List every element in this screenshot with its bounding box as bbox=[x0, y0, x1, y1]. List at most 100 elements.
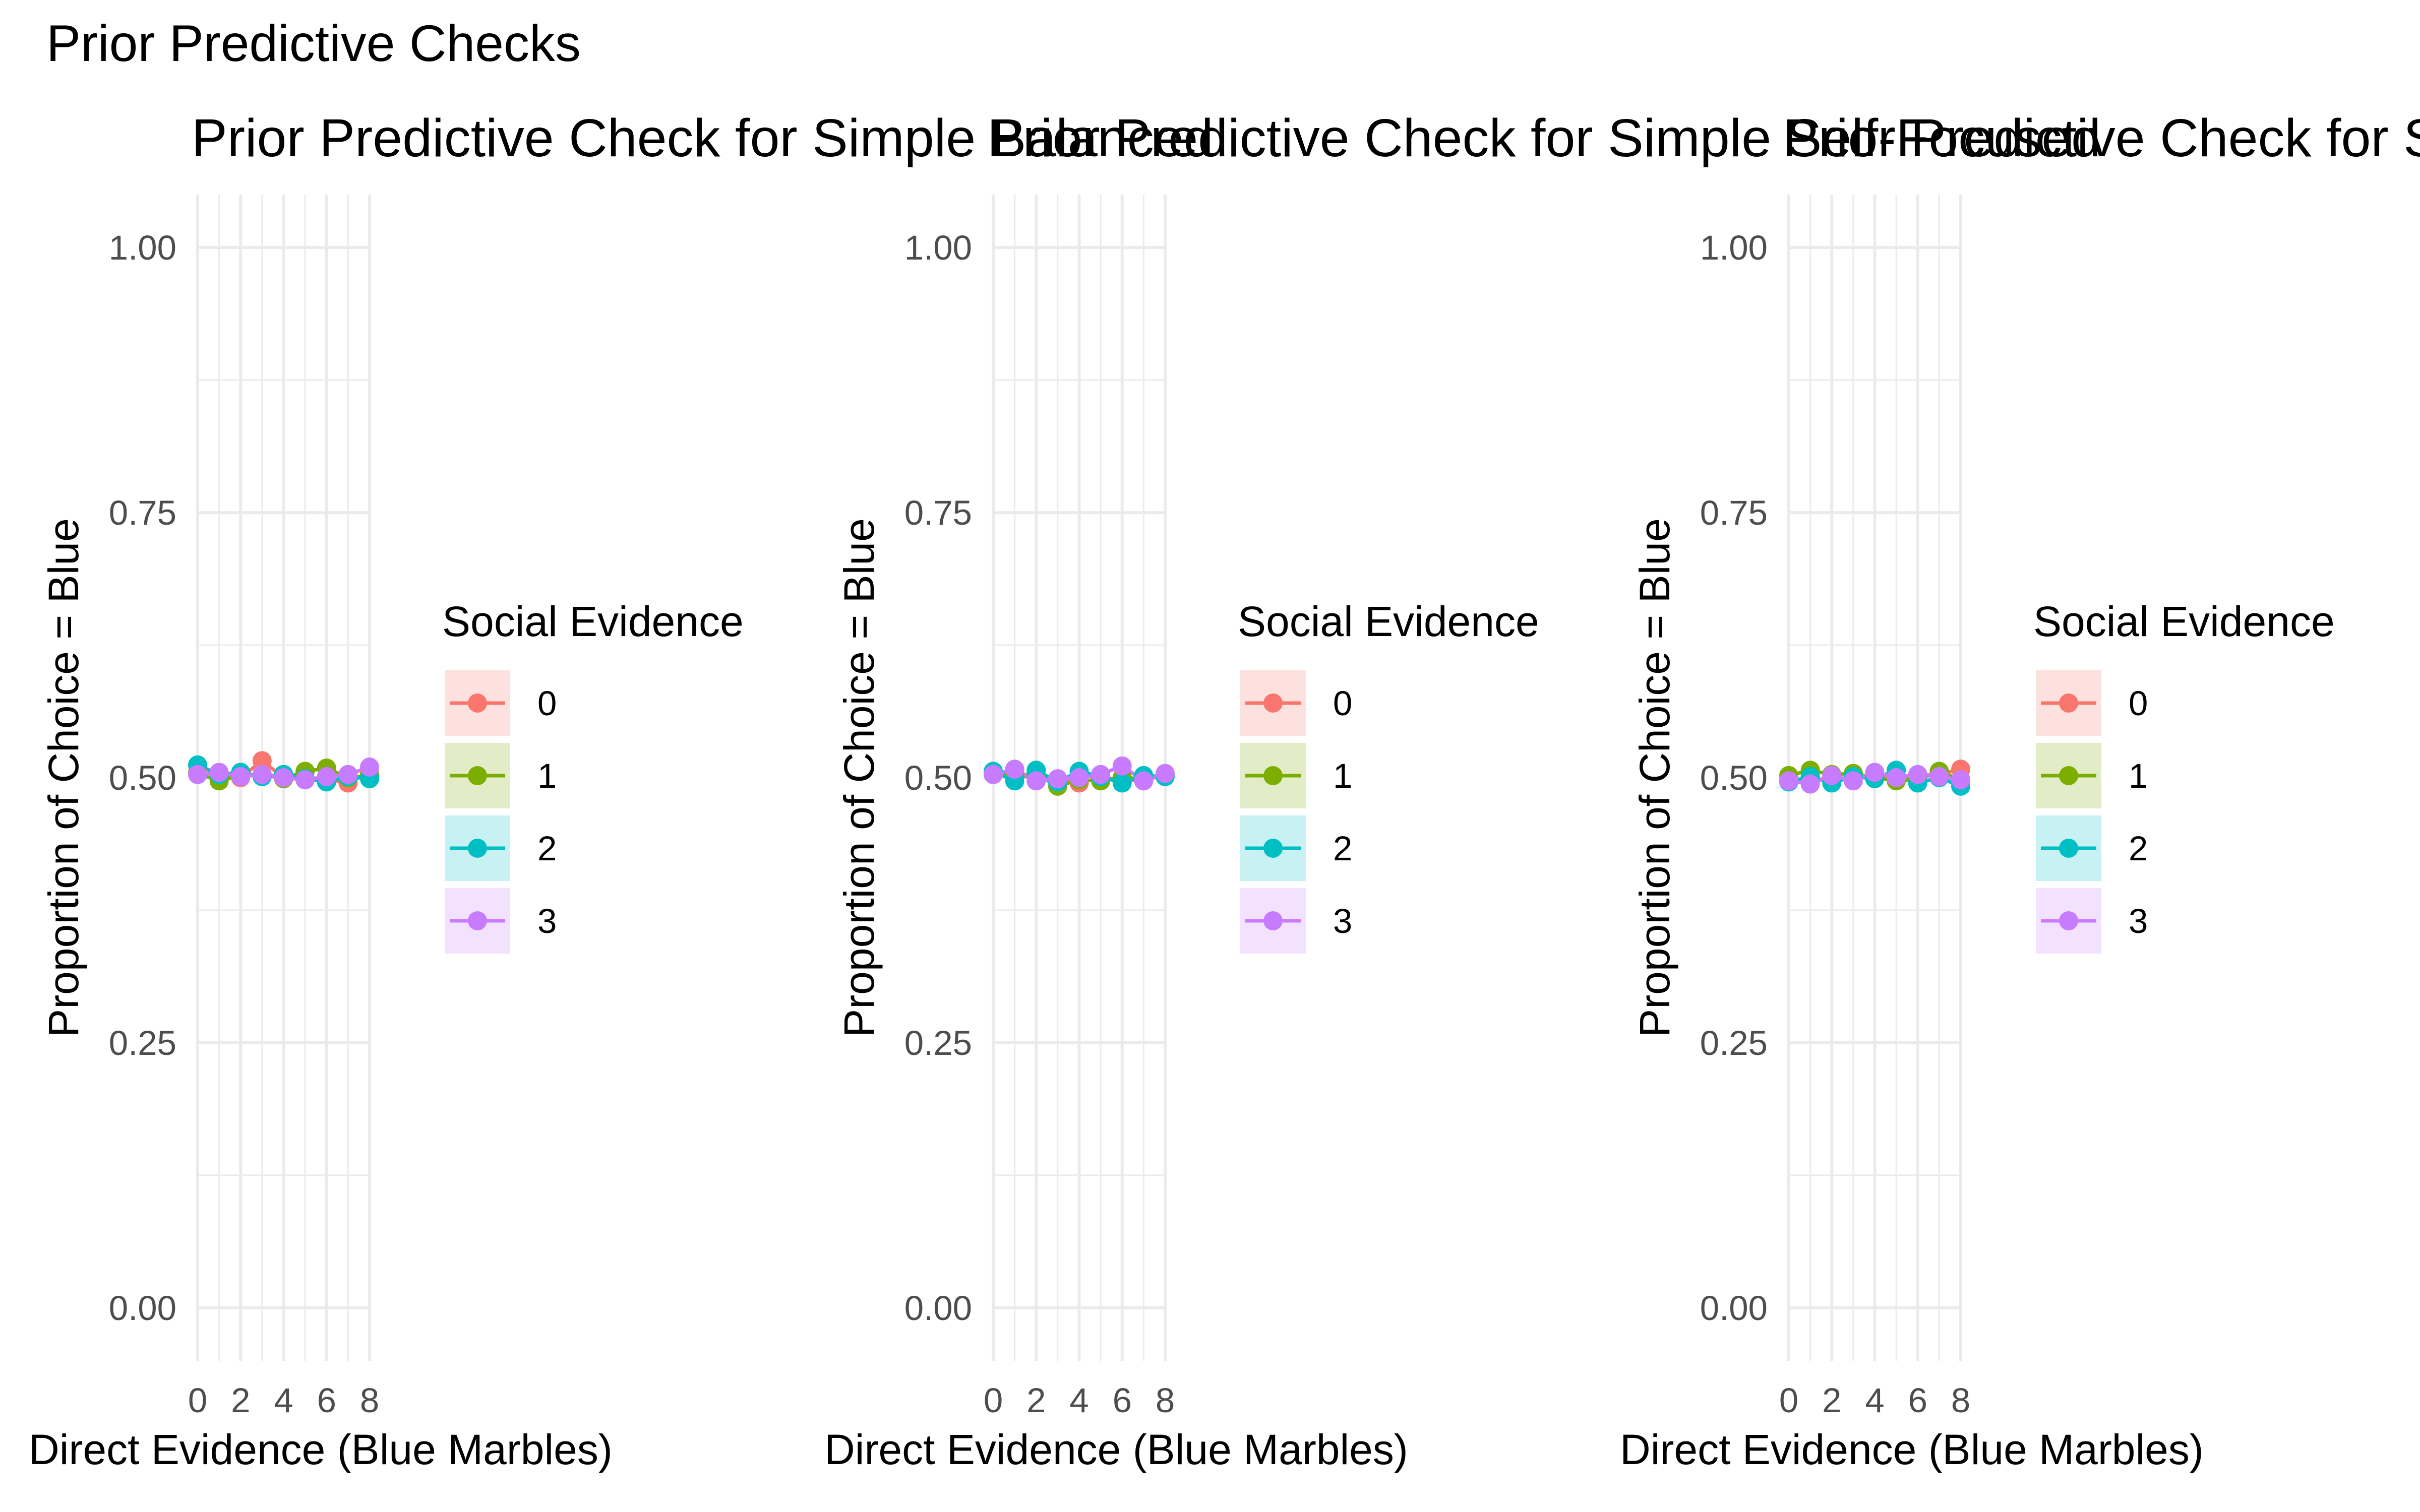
data-point-series-3 bbox=[360, 757, 379, 777]
y-tick-label: 0.00 bbox=[904, 1289, 972, 1328]
y-tick-label: 0.25 bbox=[1700, 1024, 1768, 1062]
legend-key-point bbox=[468, 694, 487, 713]
data-point-series-3 bbox=[188, 765, 207, 784]
x-tick-label: 0 bbox=[188, 1381, 207, 1420]
y-tick-label: 1.00 bbox=[109, 228, 176, 267]
data-point-series-3 bbox=[1843, 771, 1863, 791]
legend-title: Social Evidence bbox=[2033, 598, 2335, 645]
y-tick-label: 0.25 bbox=[109, 1024, 176, 1062]
data-point-series-3 bbox=[984, 765, 1003, 784]
panel-title: Prior Predictive Check for Simple Balanc… bbox=[192, 108, 1214, 168]
y-axis-title: Proportion of Choice = Blue bbox=[1631, 518, 1678, 1037]
legend-label-1: 1 bbox=[537, 757, 557, 795]
y-tick-label: 0.75 bbox=[904, 493, 972, 532]
legend-label-0: 0 bbox=[2129, 684, 2148, 723]
x-tick-label: 2 bbox=[1026, 1381, 1046, 1420]
y-tick-label: 1.00 bbox=[1700, 228, 1768, 267]
legend-key-point bbox=[1263, 911, 1283, 930]
legend-key-point bbox=[468, 839, 487, 858]
y-tick-label: 0.50 bbox=[904, 759, 972, 797]
y-tick-label: 0.75 bbox=[1700, 493, 1768, 532]
data-point-series-3 bbox=[252, 765, 272, 784]
data-point-series-3 bbox=[1048, 769, 1067, 789]
data-point-series-3 bbox=[1112, 756, 1132, 776]
y-axis-title: Proportion of Choice = Blue bbox=[40, 518, 87, 1037]
x-axis-title: Direct Evidence (Blue Marbles) bbox=[1620, 1426, 2204, 1473]
y-tick-label: 0.50 bbox=[109, 759, 176, 797]
data-point-series-2 bbox=[1112, 773, 1132, 793]
data-point-series-3 bbox=[1091, 765, 1111, 784]
y-tick-label: 0.00 bbox=[1700, 1289, 1768, 1328]
data-point-series-3 bbox=[231, 767, 251, 786]
figure-title: Prior Predictive Checks bbox=[46, 15, 581, 72]
y-tick-label: 0.25 bbox=[904, 1024, 972, 1062]
x-tick-label: 2 bbox=[231, 1381, 250, 1420]
x-tick-label: 6 bbox=[1113, 1381, 1132, 1420]
y-tick-label: 0.00 bbox=[109, 1289, 176, 1328]
chart-panel-2: Prior Predictive Check for Simple Self-F… bbox=[824, 108, 2101, 1473]
legend-title: Social Evidence bbox=[1238, 598, 1539, 645]
legend: Social Evidence 0 1 2 3 bbox=[442, 598, 744, 954]
x-axis-title: Direct Evidence (Blue Marbles) bbox=[29, 1426, 613, 1473]
legend-label-3: 3 bbox=[2129, 902, 2148, 940]
data-point-series-3 bbox=[1026, 771, 1046, 791]
data-point-series-3 bbox=[1005, 760, 1024, 779]
data-point-series-3 bbox=[1134, 771, 1154, 791]
data-point-series-3 bbox=[1908, 765, 1927, 784]
y-tick-label: 0.50 bbox=[1700, 759, 1768, 797]
legend-label-0: 0 bbox=[537, 684, 557, 723]
x-tick-label: 6 bbox=[1908, 1381, 1927, 1420]
legend-label-2: 2 bbox=[1333, 829, 1352, 868]
data-point-series-3 bbox=[1156, 764, 1175, 783]
legend-key-point bbox=[468, 911, 487, 930]
data-point-series-3 bbox=[1822, 766, 1842, 785]
data-point-series-3 bbox=[295, 770, 315, 790]
legend-key-point bbox=[1263, 766, 1283, 785]
legend-key-point bbox=[468, 766, 487, 785]
data-point-series-3 bbox=[1929, 767, 1949, 786]
data-point-series-3 bbox=[1887, 768, 1906, 787]
legend-label-2: 2 bbox=[2129, 829, 2148, 868]
x-tick-label: 4 bbox=[1069, 1381, 1088, 1420]
chart-panel-1: Prior Predictive Check for Simple Balanc… bbox=[29, 108, 1214, 1473]
data-point-series-3 bbox=[338, 765, 358, 784]
chart-panel-3: Prior Predictive Check for Simple Social… bbox=[1620, 108, 2420, 1473]
data-point-series-3 bbox=[1779, 771, 1798, 791]
legend-key-point bbox=[2059, 766, 2078, 785]
legend-key-point bbox=[2059, 911, 2078, 930]
x-tick-label: 6 bbox=[317, 1381, 336, 1420]
legend-key-point bbox=[1263, 839, 1283, 858]
data-point-series-3 bbox=[274, 768, 293, 787]
data-point-series-0 bbox=[252, 751, 272, 771]
data-point-series-3 bbox=[1800, 774, 1820, 794]
x-tick-label: 8 bbox=[1156, 1381, 1175, 1420]
legend-label-1: 1 bbox=[1333, 757, 1352, 795]
y-tick-label: 1.00 bbox=[904, 228, 972, 267]
legend-label-3: 3 bbox=[1333, 902, 1352, 940]
legend-title: Social Evidence bbox=[442, 598, 744, 645]
x-tick-label: 8 bbox=[1951, 1381, 1970, 1420]
legend-label-2: 2 bbox=[537, 829, 557, 868]
legend-key-point bbox=[2059, 694, 2078, 713]
data-point-series-3 bbox=[1951, 770, 1970, 790]
x-tick-label: 4 bbox=[274, 1381, 293, 1420]
x-tick-label: 0 bbox=[984, 1381, 1003, 1420]
x-tick-label: 4 bbox=[1865, 1381, 1884, 1420]
chart-panels: Prior Predictive Check for Simple Balanc… bbox=[29, 108, 2420, 1473]
y-axis-title: Proportion of Choice = Blue bbox=[835, 518, 883, 1037]
panel-title: Prior Predictive Check for Simple Social… bbox=[1783, 108, 2420, 168]
x-axis-title: Direct Evidence (Blue Marbles) bbox=[824, 1426, 1408, 1473]
panel-title: Prior Predictive Check for Simple Self-F… bbox=[987, 108, 2101, 168]
x-tick-label: 2 bbox=[1822, 1381, 1841, 1420]
legend-label-3: 3 bbox=[537, 902, 557, 940]
legend-key-point bbox=[2059, 839, 2078, 858]
legend: Social Evidence 0 1 2 3 bbox=[1238, 598, 1539, 954]
data-point-series-3 bbox=[1865, 763, 1885, 782]
y-tick-label: 0.75 bbox=[109, 493, 176, 532]
data-point-series-3 bbox=[317, 767, 336, 786]
x-tick-label: 0 bbox=[1779, 1381, 1798, 1420]
legend-key-point bbox=[1263, 694, 1283, 713]
legend-label-1: 1 bbox=[2129, 757, 2148, 795]
